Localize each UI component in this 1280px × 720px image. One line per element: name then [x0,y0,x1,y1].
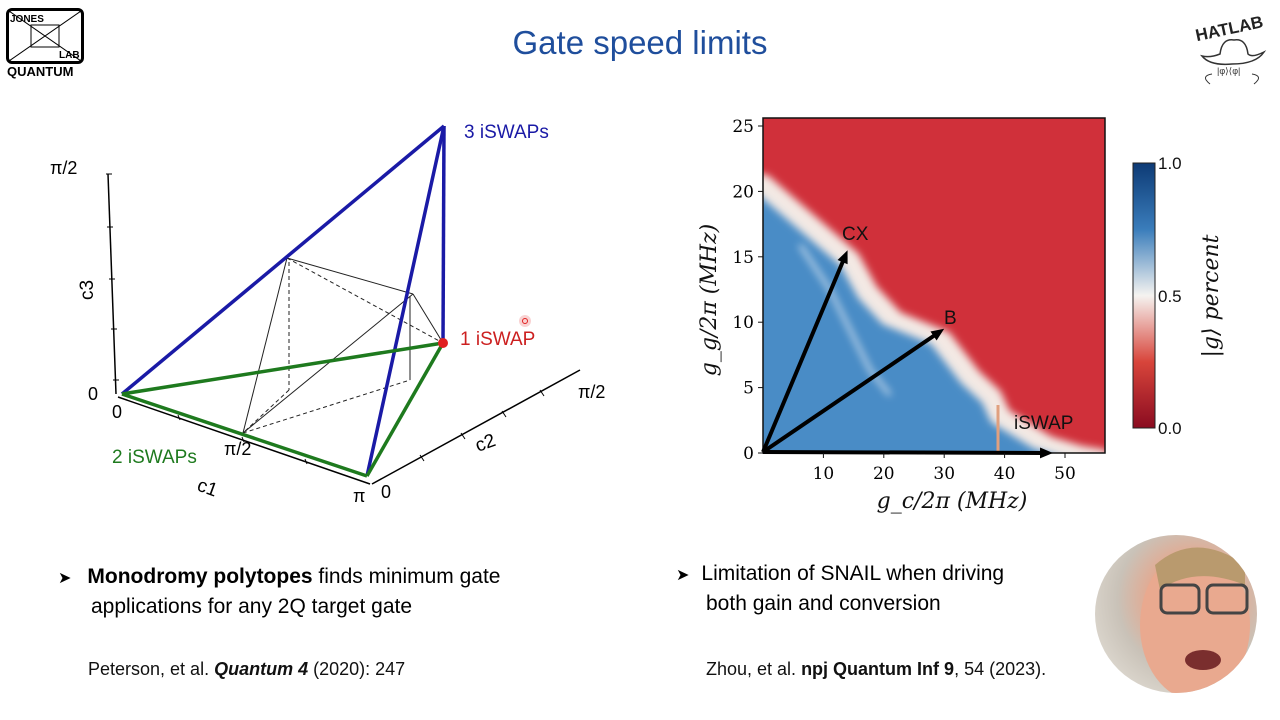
right-bullet: ➤ Limitation of SNAIL when driving both g… [676,560,1004,618]
left-ref-rest: (2020): 247 [308,659,406,679]
three-iswaps-edges [120,124,446,477]
y-axis-label: g_g/2π (MHz) [697,224,722,377]
c1-tick-mid: π/2 [224,439,251,459]
cx-arrowhead [837,250,848,265]
gate-arrows [761,250,1053,459]
x-tick-label: 50 [1054,464,1076,484]
jones-lab-logo-graphic: JONES LAB [8,10,82,62]
right-ref-rest: , 54 (2023). [954,659,1047,679]
b-annotation: B [944,308,957,329]
left-ref-journal: Quantum 4 [214,659,309,679]
left-reference: Peterson, et al. Quantum 4 (2020): 247 [88,659,405,680]
bullet-arrow-icon: ➤ [58,570,72,587]
c1-axis-label: c1 [194,475,220,502]
x-axis-label: g_c/2π (MHz) [877,489,1028,514]
colorbar-tick-low: 0.0 [1158,419,1182,438]
monodromy-polytope-diagram: 3 iSWAPs 1 iSWAP 2 iSWAPs π/2 0 0 π/2 π … [50,122,605,506]
c1-tick-end: π [353,486,365,506]
heatmap-blue-region [763,198,1049,453]
c2-axis-label: c2 [473,430,499,457]
x-tick-label: 40 [994,464,1016,484]
x-tick-label: 20 [873,464,895,484]
left-bullet-bold: Monodromy polytopes [87,565,313,588]
c3-axis-label: c3 [77,280,98,300]
polytope-hidden-edges [242,257,444,434]
y-tick-label: 15 [732,248,754,268]
y-tick-label: 20 [732,182,754,202]
right-bullet-line2: both gain and conversion [706,592,941,615]
colorbar-tick-mid: 0.5 [1158,287,1182,306]
left-bullet: ➤ Monodromy polytopes finds minimum gate … [58,563,500,621]
right-ref-authors: Zhou, et al. [706,659,802,679]
hatlab-logo: HATLAB |φ⟩⟨φ| [1190,4,1275,91]
heatmap-chart: 10 20 30 40 50 0 5 10 15 20 25 CX B iSWAP g_c/2π (… [697,117,1224,514]
c1-axis [117,396,371,485]
x-tick-label: 10 [813,464,835,484]
cursor-indicator [519,315,531,327]
jones-lab-logo: JONES LAB [6,8,84,64]
b-arrowhead [930,328,945,341]
bullet-arrow-icon: ➤ [676,567,690,584]
colorbar-tick-high: 1.0 [1158,154,1182,173]
x-tick-label: 30 [933,464,955,484]
cx-annotation: CX [842,224,869,245]
y-tick-label: 10 [732,313,754,333]
c2-axis [371,369,581,485]
y-tick-label: 0 [743,444,754,464]
three-iswaps-label: 3 iSWAPs [464,122,549,143]
quantum-logo-text: QUANTUM [7,64,74,79]
colorbar [1132,162,1156,429]
svg-text:|φ⟩⟨φ|: |φ⟩⟨φ| [1217,66,1240,76]
two-iswaps-label: 2 iSWAPs [112,447,197,468]
slide-title: Gate speed limits [512,24,768,61]
two-iswaps-edges [121,341,445,478]
right-reference: Zhou, et al. npj Quantum Inf 9, 54 (2023… [706,659,1046,680]
c2-tick-zero: 0 [381,482,391,502]
y-tick-label: 25 [732,117,754,137]
c2-tick-end: π/2 [578,382,605,402]
c3-tick-zero: 0 [88,384,98,404]
right-ref-journal: npj Quantum Inf 9 [801,659,955,679]
colorbar-label: |g⟩ percent [1199,234,1224,357]
left-ref-authors: Peterson, et al. [88,659,215,679]
b-arrow [761,332,938,454]
y-tick-label: 5 [743,379,754,399]
polytope-inner-edges [242,257,444,434]
c3-axis [107,173,117,395]
one-iswap-label: 1 iSWAP [460,329,535,350]
cx-arrow [761,258,846,453]
one-iswap-point [438,338,448,348]
right-bullet-line1: Limitation of SNAIL when driving [701,562,1005,585]
iswap-arrowhead [1040,447,1053,459]
presenter-webcam [1095,535,1257,693]
left-bullet-line2: applications for any 2Q target gate [91,595,413,618]
left-bullet-rest: finds minimum gate [312,565,501,588]
svg-text:JONES: JONES [10,14,44,25]
c3-tick-top: π/2 [50,158,77,178]
svg-text:LAB: LAB [59,50,80,61]
iswap-arrow [762,450,1043,455]
c1-tick-zero: 0 [112,402,122,422]
axis-ticks [106,173,545,465]
iswap-annotation: iSWAP [1014,413,1073,434]
